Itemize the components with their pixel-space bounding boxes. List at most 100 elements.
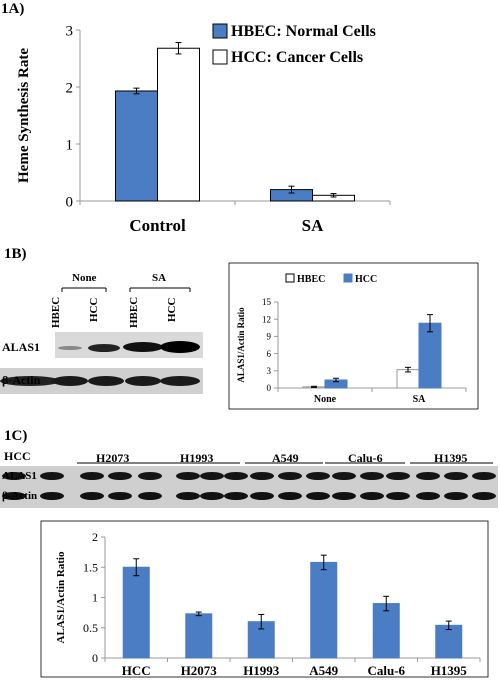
blot-c-group: Calu-6 bbox=[348, 451, 383, 465]
y-tick-label: 3 bbox=[267, 366, 272, 376]
bar bbox=[310, 561, 338, 659]
panel-label-c: 1C) bbox=[4, 428, 28, 444]
legend-label: HBEC: Normal Cells bbox=[231, 23, 376, 40]
blot-band bbox=[332, 492, 356, 500]
blot-band bbox=[278, 472, 302, 480]
chart-frame bbox=[40, 520, 489, 678]
blot-band bbox=[80, 492, 104, 500]
blot-b-lane: HBEC bbox=[50, 296, 62, 328]
blot-band bbox=[176, 472, 200, 480]
y-tick-label: 2 bbox=[92, 530, 98, 544]
category-label: Control bbox=[129, 216, 186, 235]
blot-band bbox=[250, 472, 274, 480]
y-tick-label: 0.5 bbox=[83, 621, 98, 635]
blot-band bbox=[278, 492, 302, 500]
blot-b-group-none: None bbox=[72, 272, 97, 284]
blot-band bbox=[360, 492, 384, 500]
category-label: H1993 bbox=[243, 663, 280, 678]
blot-band bbox=[472, 472, 496, 480]
blot-band bbox=[40, 492, 64, 500]
bar bbox=[122, 566, 150, 659]
blot-b: None SA HBEC HCC HBEC HCC ALAS1 bbox=[0, 270, 230, 410]
y-axis-label: ALAS1/Actin Ratio bbox=[55, 551, 67, 643]
legend-swatch bbox=[212, 23, 228, 39]
blot-band bbox=[176, 492, 200, 500]
blot-band bbox=[386, 492, 410, 500]
blot-c-row-alas1: ALAS1 bbox=[2, 470, 37, 482]
category-label: SA bbox=[302, 216, 324, 235]
category-label: A549 bbox=[309, 663, 338, 678]
y-axis-label: Heme Synthesis Rate bbox=[16, 48, 32, 183]
bar bbox=[115, 90, 158, 202]
bar bbox=[372, 603, 400, 659]
y-tick-label: 1.5 bbox=[83, 560, 98, 574]
heme-synthesis-chart: 0 1 2 3 Control SA Heme Synthesis Rate HBEC: No… bbox=[16, 23, 391, 235]
bar bbox=[418, 322, 442, 389]
blot-b-row-actin: β-Actin bbox=[2, 373, 41, 387]
panel-label-a: 1A) bbox=[1, 1, 25, 17]
blot-c-group: H2073 bbox=[96, 451, 130, 465]
y-tick-label: 1 bbox=[66, 137, 74, 153]
blot-band bbox=[472, 492, 496, 500]
blot-band bbox=[360, 472, 384, 480]
bar bbox=[185, 613, 213, 659]
blot-c: HCC H2073 H1993 A549 Calu-6 H1395 bbox=[0, 448, 500, 508]
category-label: HCC bbox=[122, 663, 151, 678]
y-tick-label: 9 bbox=[267, 332, 272, 342]
blot-b-group-sa: SA bbox=[152, 272, 167, 284]
y-tick-label: 0 bbox=[267, 383, 272, 393]
blot-band bbox=[200, 492, 224, 500]
y-tick-label: 15 bbox=[262, 297, 272, 307]
y-tick-label: 0 bbox=[92, 651, 98, 665]
legend-swatch bbox=[285, 273, 295, 283]
y-tick-label: 6 bbox=[267, 349, 272, 359]
blot-b-lane: HCC bbox=[88, 297, 100, 322]
blot-band bbox=[40, 472, 64, 480]
blot-band bbox=[386, 472, 410, 480]
blot-b-row-alas1: ALAS1 bbox=[2, 340, 41, 354]
chart-frame bbox=[228, 262, 479, 410]
blot-band bbox=[416, 472, 440, 480]
panel-label-b: 1B) bbox=[4, 246, 27, 262]
blot-c-group: HCC bbox=[4, 449, 31, 463]
y-tick-label: 1 bbox=[92, 591, 98, 605]
legend-swatch bbox=[212, 49, 228, 65]
blot-c-row-actin: β-Actin bbox=[2, 490, 38, 502]
blot-c-group: A549 bbox=[272, 451, 299, 465]
blot-band bbox=[80, 472, 104, 480]
blot-band bbox=[138, 492, 162, 500]
legend-label: HCC: Cancer Cells bbox=[231, 49, 363, 66]
category-label: Calu-6 bbox=[367, 663, 405, 678]
alas1-ratio-chart-b: 0 3 6 9 12 15 None SA ALAS1/Actin Ratio HBEC HCC bbox=[228, 262, 479, 410]
category-label: H2073 bbox=[181, 663, 218, 678]
blot-band bbox=[224, 472, 248, 480]
blot-c-group: H1395 bbox=[434, 451, 468, 465]
blot-band bbox=[306, 472, 330, 480]
legend-label: HBEC bbox=[297, 274, 325, 285]
y-tick-label: 12 bbox=[262, 314, 271, 324]
legend-label: HCC bbox=[355, 274, 377, 285]
alas1-ratio-chart-c: 0 0.5 1 1.5 2 HCC H2073 H1993 A549 Calu-6 H1395 ALA… bbox=[40, 520, 489, 678]
category-label: H1395 bbox=[431, 663, 468, 678]
blot-band bbox=[444, 472, 468, 480]
blot-band bbox=[250, 492, 274, 500]
y-tick-label: 3 bbox=[66, 23, 74, 39]
y-axis-label: ALAS1/Actin Ratio bbox=[236, 307, 246, 383]
blot-band bbox=[416, 492, 440, 500]
y-tick-label: 2 bbox=[66, 80, 74, 96]
blot-band bbox=[138, 472, 162, 480]
bar bbox=[157, 47, 200, 202]
blot-band bbox=[224, 492, 248, 500]
blot-b-lane: HCC bbox=[166, 297, 178, 322]
blot-band bbox=[108, 472, 132, 480]
blot-band bbox=[200, 472, 224, 480]
bar bbox=[435, 624, 463, 659]
blot-band bbox=[108, 492, 132, 500]
category-label: SA bbox=[413, 394, 427, 405]
blot-band bbox=[2, 472, 26, 480]
y-tick-label: 0 bbox=[66, 194, 74, 210]
blot-band bbox=[332, 472, 356, 480]
blot-band bbox=[306, 492, 330, 500]
category-label: None bbox=[314, 394, 337, 405]
blot-b-lane: HBEC bbox=[128, 296, 140, 328]
